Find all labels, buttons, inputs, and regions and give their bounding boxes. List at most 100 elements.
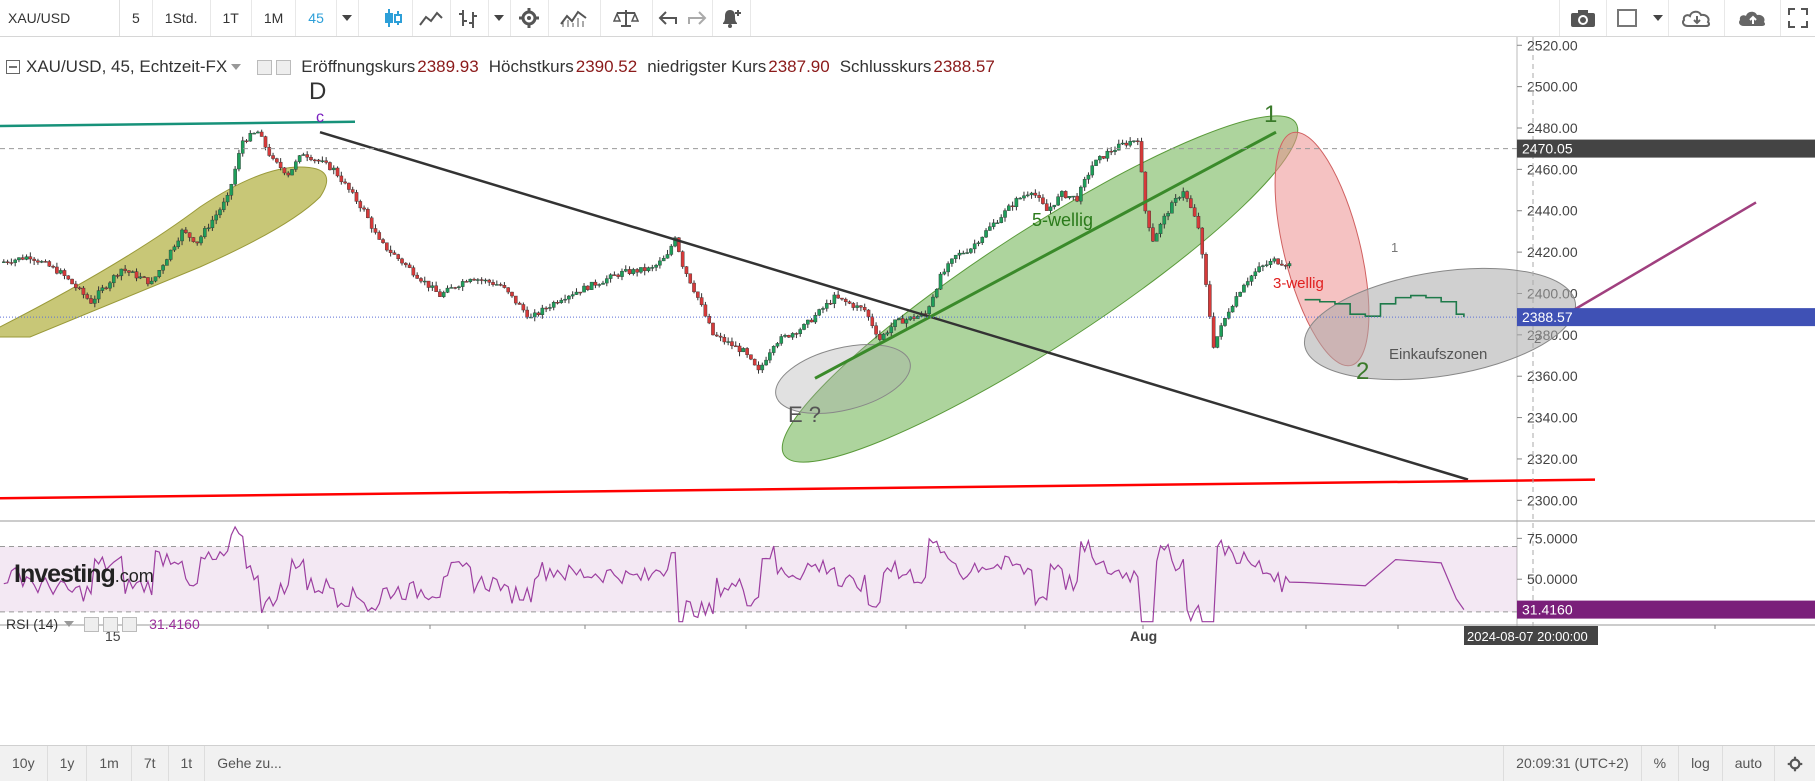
rsi-line — [3, 525, 1465, 623]
rsi-value-badge — [1517, 600, 1815, 619]
collapse-icon[interactable] — [6, 60, 20, 74]
series-title[interactable]: XAU/USD, 45, Echtzeit-FX — [26, 57, 228, 76]
range-1y[interactable]: 1y — [48, 746, 88, 781]
price-chart[interactable]: 2520.00 2500.00 2480.00 2460.00 2440.00 2420.… — [0, 37, 1815, 745]
template-dropdown[interactable] — [1647, 0, 1669, 36]
candle — [714, 334, 719, 337]
candle — [111, 275, 116, 284]
eye-icon[interactable] — [257, 59, 273, 75]
candle — [39, 261, 44, 263]
candle — [915, 316, 920, 319]
range-7d[interactable]: 7t — [132, 746, 169, 781]
candle — [737, 345, 742, 353]
candle — [1, 261, 6, 263]
candle — [806, 319, 810, 325]
candle — [191, 237, 196, 242]
undo-button[interactable] — [653, 0, 683, 36]
candle — [385, 242, 389, 251]
candle — [93, 298, 97, 304]
candle — [1143, 171, 1148, 212]
goto-date[interactable]: Gehe zu... — [217, 755, 282, 771]
candle — [441, 292, 446, 297]
candle — [202, 228, 207, 237]
candle — [1272, 258, 1277, 262]
candle — [1086, 174, 1091, 180]
candle — [1170, 202, 1174, 214]
chevron-down-icon[interactable] — [231, 64, 242, 70]
candle — [779, 336, 784, 344]
candle — [1192, 207, 1197, 217]
candle — [783, 335, 787, 337]
clock: 20:09:31 (UTC+2) — [1503, 746, 1642, 781]
indicators-button[interactable] — [549, 0, 601, 36]
fullscreen-button[interactable] — [1781, 0, 1815, 36]
load-layout-button[interactable] — [1669, 0, 1725, 36]
close-icon[interactable] — [122, 616, 138, 632]
interval-1m[interactable]: 1M — [252, 0, 297, 36]
chevron-down-icon[interactable] — [64, 621, 75, 627]
candle — [555, 302, 560, 304]
screenshot-button[interactable] — [1559, 0, 1607, 36]
interval-5[interactable]: 5 — [120, 0, 153, 36]
candle — [214, 214, 218, 221]
settings-button[interactable] — [1775, 746, 1815, 781]
log-toggle[interactable]: log — [1679, 746, 1723, 781]
range-10y[interactable]: 10y — [0, 746, 48, 781]
candle — [570, 294, 575, 297]
candle — [309, 157, 313, 161]
indicators-icon — [560, 10, 587, 27]
bar-style-button[interactable] — [451, 0, 489, 36]
style-dropdown[interactable] — [489, 0, 511, 36]
recent-price-line — [1304, 294, 1465, 318]
candle — [343, 181, 347, 184]
candle — [635, 269, 639, 273]
candle — [1249, 275, 1254, 282]
candle — [984, 230, 988, 238]
range-1m[interactable]: 1m — [87, 746, 132, 781]
price-tick-label: 2340.00 — [1527, 410, 1578, 426]
line-style-button[interactable] — [413, 0, 451, 36]
rsi-legend: RSI (14) 31.4160 — [6, 616, 200, 632]
candle — [513, 295, 518, 304]
candle — [726, 341, 730, 343]
candle — [373, 228, 378, 233]
candle — [407, 264, 412, 268]
candle — [847, 301, 852, 304]
settings-button[interactable] — [511, 0, 549, 36]
candle — [616, 274, 620, 277]
interval-1h[interactable]: 1Std. — [153, 0, 211, 36]
candle — [510, 291, 514, 297]
candle — [495, 284, 499, 286]
candle — [790, 333, 795, 338]
candle — [119, 268, 124, 277]
candle — [559, 299, 564, 303]
save-layout-button[interactable] — [1725, 0, 1781, 36]
gear-icon[interactable] — [103, 616, 119, 632]
redo-button[interactable] — [683, 0, 713, 36]
annotation-zones — [0, 115, 1577, 463]
percent-toggle[interactable]: % — [1642, 746, 1680, 781]
interval-1d[interactable]: 1T — [211, 0, 252, 36]
candle — [1044, 203, 1049, 211]
candle — [1048, 206, 1053, 211]
gear-icon[interactable] — [276, 59, 292, 75]
interval-45[interactable]: 45 — [296, 0, 337, 36]
candle — [1018, 197, 1022, 200]
range-1d[interactable]: 1t — [169, 746, 206, 781]
candle-style-button[interactable] — [375, 0, 413, 36]
interval-dropdown[interactable] — [337, 0, 359, 36]
chevron-down-icon — [1652, 15, 1663, 21]
symbol-search[interactable]: XAU/USD — [0, 0, 120, 36]
template-button[interactable] — [1607, 0, 1647, 36]
compare-button[interactable] — [601, 0, 653, 36]
alert-button[interactable] — [713, 0, 751, 36]
candle — [1079, 186, 1083, 202]
candle — [13, 259, 17, 263]
rsi-label[interactable]: RSI (14) — [6, 616, 59, 632]
eye-icon[interactable] — [84, 616, 100, 632]
candle — [1287, 263, 1292, 267]
undo-icon — [658, 11, 677, 25]
candle — [366, 209, 370, 219]
auto-toggle[interactable]: auto — [1723, 746, 1775, 781]
gear-icon — [519, 8, 540, 28]
